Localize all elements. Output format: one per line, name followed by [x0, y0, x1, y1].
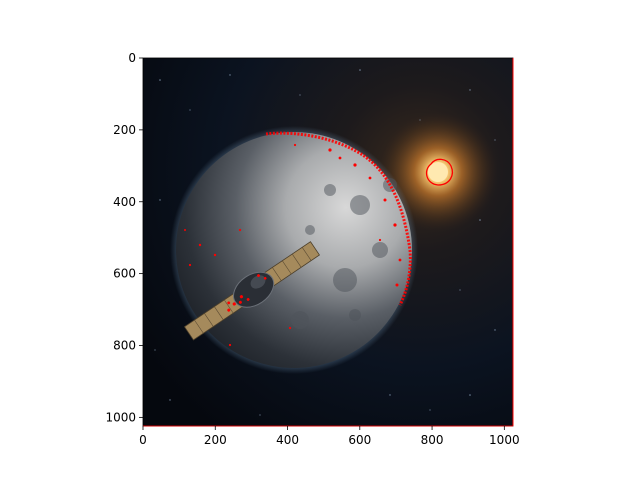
y-tick-label: 0 — [128, 51, 136, 65]
x-tick-label: 400 — [276, 433, 299, 447]
sun-marker — [425, 158, 453, 186]
x-tick-label: 200 — [204, 433, 227, 447]
rim-marks — [265, 131, 412, 306]
x-tick-label: 1000 — [489, 433, 520, 447]
y-tick-label: 200 — [113, 123, 136, 137]
satellite — [183, 241, 320, 341]
scatter-marks — [184, 143, 402, 347]
x-axis: 0 200 400 600 800 1000 — [139, 426, 520, 447]
y-tick-label: 1000 — [105, 410, 136, 424]
moon-craters — [291, 178, 397, 329]
x-tick-label: 800 — [421, 433, 444, 447]
x-tick-label: 600 — [348, 433, 371, 447]
y-tick-label: 400 — [113, 195, 136, 209]
x-tick-label: 0 — [139, 433, 147, 447]
star-field — [154, 69, 496, 416]
y-axis: 0 200 400 600 800 1000 — [105, 51, 143, 424]
y-tick-label: 800 — [113, 339, 136, 353]
y-tick-label: 600 — [113, 267, 136, 281]
image-panel — [143, 58, 513, 426]
